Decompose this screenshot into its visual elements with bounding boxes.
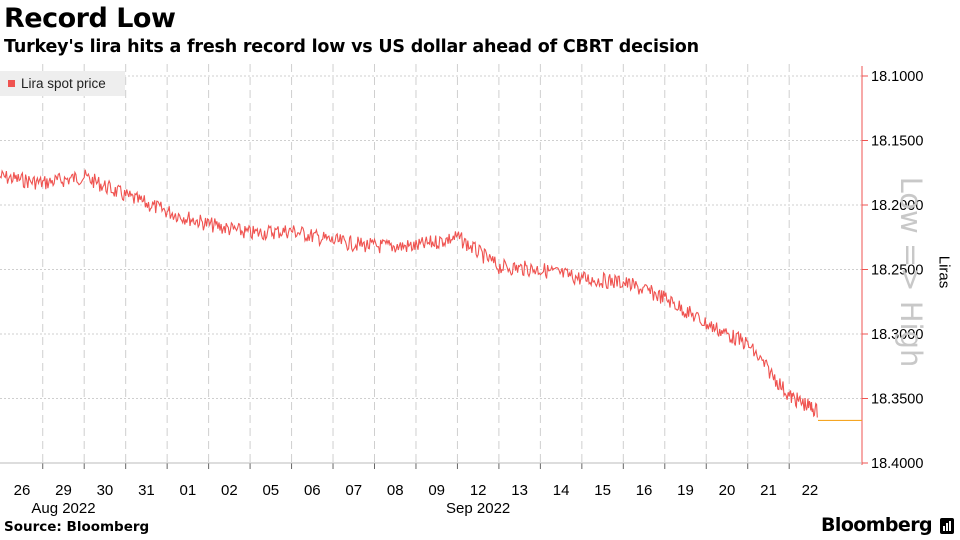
x-tick-label: 05 bbox=[262, 482, 279, 499]
x-tick-label: 21 bbox=[760, 482, 777, 499]
x-tick-label: 12 bbox=[470, 482, 487, 499]
x-tick-label: 16 bbox=[636, 482, 653, 499]
legend-swatch bbox=[8, 80, 15, 87]
x-tick-label: 15 bbox=[594, 482, 611, 499]
x-tick-label: 07 bbox=[345, 482, 362, 499]
y-tick-label: 18.4000 bbox=[871, 456, 923, 472]
chart-subtitle: Turkey's lira hits a fresh record low vs… bbox=[4, 37, 699, 57]
grid-lines bbox=[0, 64, 862, 464]
x-tick-label: 06 bbox=[304, 482, 321, 499]
x-tick-label: 30 bbox=[97, 482, 114, 499]
x-tick-label: 09 bbox=[428, 482, 445, 499]
x-tick-label: 01 bbox=[180, 482, 197, 499]
x-tick-label: 22 bbox=[802, 482, 819, 499]
x-tick-label: 14 bbox=[553, 482, 570, 499]
x-tick-label: 02 bbox=[221, 482, 238, 499]
source-note: Source: Bloomberg bbox=[4, 519, 150, 535]
x-tick-label: 20 bbox=[719, 482, 736, 499]
x-tick-label: 31 bbox=[138, 482, 155, 499]
brand-logo: Bloomberg bbox=[821, 514, 933, 536]
y-direction-label: Low => High bbox=[894, 176, 928, 368]
y-tick-label: 18.1500 bbox=[871, 134, 923, 150]
bloomberg-terminal-icon bbox=[940, 518, 954, 534]
legend-label: Lira spot price bbox=[21, 76, 106, 91]
y-axis-label: Liras bbox=[935, 255, 953, 289]
x-tick-label: 13 bbox=[511, 482, 528, 499]
x-tick-label: 19 bbox=[677, 482, 694, 499]
x-tick-label: 29 bbox=[55, 482, 72, 499]
y-tick-label: 18.1000 bbox=[871, 69, 923, 85]
chart-title: Record Low bbox=[4, 3, 176, 34]
x-tick-label: 08 bbox=[387, 482, 404, 499]
series-line-lira-spot-price bbox=[0, 169, 818, 418]
y-tick-label: 18.3000 bbox=[871, 327, 923, 343]
y-axis: 18.1000 18.1500 18.2000 18.2500 18.3000 18.35… bbox=[861, 66, 923, 472]
y-tick-label: 18.2500 bbox=[871, 263, 923, 279]
x-month-label: Aug 2022 bbox=[31, 500, 95, 517]
y-tick-label: 18.2000 bbox=[871, 198, 923, 214]
x-axis: 26 29 30 31 01 02 05 06 07 08 09 12 13 14 15 16 19 20 21 22… bbox=[0, 462, 862, 517]
y-tick-label: 18.3500 bbox=[871, 392, 923, 408]
x-month-label: Sep 2022 bbox=[446, 500, 510, 517]
legend: Lira spot price bbox=[0, 71, 125, 96]
x-tick-label: 26 bbox=[14, 482, 31, 499]
series-layer bbox=[0, 169, 862, 422]
